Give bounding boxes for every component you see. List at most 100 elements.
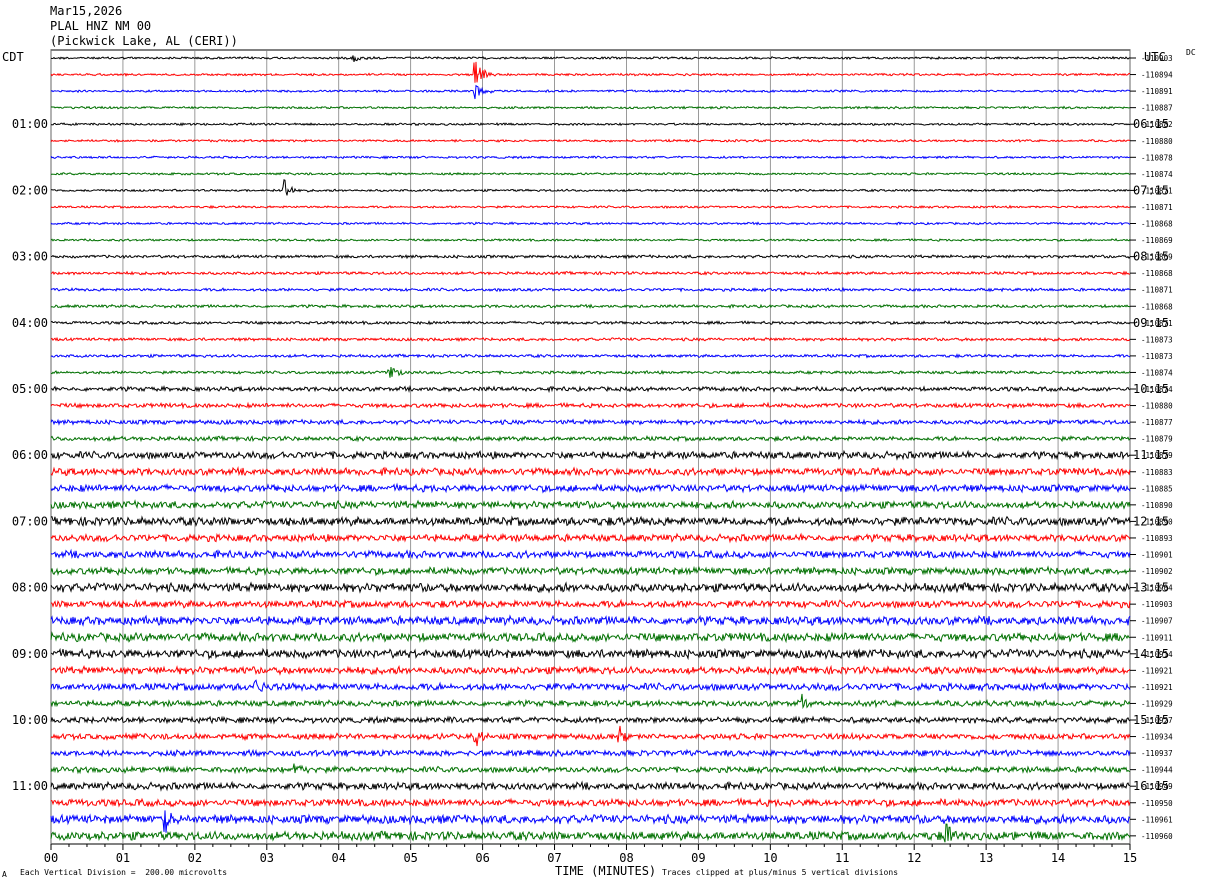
trace-offset-label: -110907 (1141, 617, 1173, 626)
seismic-trace (50, 679, 1131, 693)
seismic-trace (50, 155, 1131, 160)
trace-offset-label: -110949 (1141, 782, 1173, 791)
trace-offset-label: -110894 (1141, 71, 1173, 80)
right-hour-label: 14:15 (1133, 647, 1169, 661)
left-hour-label: 06:00 (12, 448, 48, 462)
right-hour-label: 13:15 (1133, 581, 1169, 595)
trace-offset-label: -110868 (1141, 302, 1173, 311)
corner-mark: A (2, 870, 7, 879)
right-hour-label: 07:15 (1133, 183, 1169, 197)
seismic-trace (50, 105, 1131, 110)
trace-offset-label: -110868 (1141, 220, 1173, 229)
scale-note: Each Vertical Division = 200.00 microvol… (20, 868, 228, 877)
x-tick-label: 15 (1123, 851, 1137, 865)
trace-offset-label: -110891 (1141, 87, 1173, 96)
trace-offset-label: -110893 (1141, 534, 1173, 543)
trace-offset-label: -110869 (1141, 236, 1173, 245)
seismic-trace (50, 320, 1131, 326)
seismic-trace (50, 303, 1131, 310)
seismic-trace (50, 664, 1131, 676)
trace-offset-label: -110914 (1141, 650, 1173, 659)
trace-offset-label: -110929 (1141, 699, 1173, 708)
seismic-trace (50, 797, 1131, 809)
left-hour-label: 04:00 (12, 316, 48, 330)
x-tick-label: 13 (979, 851, 993, 865)
trace-offset-label: -110874 (1141, 385, 1173, 394)
left-hour-label: 10:00 (12, 713, 48, 727)
seismic-trace (50, 286, 1131, 293)
left-hour-label: 11:00 (12, 779, 48, 793)
trace-offset-label: -110883 (1141, 468, 1173, 477)
seismic-trace (50, 715, 1131, 725)
left-hour-label: 05:00 (12, 382, 48, 396)
seismic-trace (50, 204, 1131, 210)
trace-offset-label: -110873 (1141, 335, 1173, 344)
trace-offset-label: -110927 (1141, 716, 1173, 725)
trace-offset-label: -110871 (1141, 186, 1173, 195)
seismic-trace (50, 693, 1131, 710)
x-tick-label: 12 (907, 851, 921, 865)
trace-offset-label: -110871 (1141, 203, 1173, 212)
x-tick-label: 07 (547, 851, 561, 865)
seismic-trace (50, 221, 1131, 226)
seismic-trace (50, 61, 1131, 83)
x-tick-label: 00 (44, 851, 58, 865)
seismic-trace (50, 515, 1131, 528)
seismic-trace (50, 367, 1131, 378)
right-hour-label: 15:15 (1133, 713, 1169, 727)
trace-offset-label: -110874 (1141, 170, 1173, 179)
trace-offset-label: -110887 (1141, 104, 1173, 113)
seismic-trace (50, 401, 1131, 410)
trace-offset-label: -110879 (1141, 451, 1173, 460)
x-tick-label: 02 (188, 851, 202, 865)
seismic-trace (50, 499, 1131, 511)
left-hour-label: 07:00 (12, 514, 48, 528)
x-tick-label: 03 (260, 851, 274, 865)
x-tick-label: 10 (763, 851, 777, 865)
left-hour-label: 03:00 (12, 250, 48, 264)
seismic-trace (50, 270, 1131, 276)
trace-offset-label: -110890 (1141, 517, 1173, 526)
trace-offset-label: -110885 (1141, 484, 1173, 493)
header-location: (Pickwick Lake, AL (CERI)) (50, 34, 238, 48)
x-tick-label: 05 (403, 851, 417, 865)
seismic-trace (50, 598, 1131, 610)
trace-offset-label: -110877 (1141, 418, 1173, 427)
trace-offset-label: -110921 (1141, 683, 1173, 692)
x-axis-title: TIME (MINUTES) (555, 864, 657, 878)
x-tick-label: 08 (619, 851, 633, 865)
seismic-trace (50, 581, 1131, 594)
seismic-trace (50, 465, 1131, 477)
seismic-trace (50, 84, 1131, 100)
seismic-trace (50, 532, 1131, 544)
trace-offset-label: -110878 (1141, 153, 1173, 162)
trace-offset-label: -110902 (1141, 567, 1173, 576)
x-tick-label: 11 (835, 851, 849, 865)
x-tick-label: 04 (332, 851, 346, 865)
seismic-trace (50, 647, 1131, 661)
clip-note: Traces clipped at plus/minus 5 vertical … (662, 868, 899, 877)
trace-offset-label: -110873 (1141, 352, 1173, 361)
left-timezone-label: CDT (2, 50, 24, 64)
seismic-trace (50, 384, 1131, 394)
seismic-trace (50, 780, 1130, 792)
trace-offset-label: -110961 (1141, 815, 1173, 824)
left-hour-label: 01:00 (12, 117, 48, 131)
trace-offset-label: -110921 (1141, 666, 1173, 675)
left-hour-label: 08:00 (12, 581, 48, 595)
trace-offset-label: -110937 (1141, 749, 1173, 758)
seismic-trace (50, 565, 1131, 577)
trace-offset-label: -110868 (1141, 269, 1173, 278)
trace-offset-label: -110874 (1141, 368, 1173, 377)
trace-offset-label: -110911 (1141, 633, 1173, 642)
trace-offset-label: -110869 (1141, 253, 1173, 262)
trace-offset-label: -110904 (1141, 584, 1173, 593)
plot-frame (50, 49, 1131, 845)
header-date: Mar15,2026 (50, 4, 123, 18)
right-hour-label: 16:15 (1133, 779, 1169, 793)
trace-offset-label: -110871 (1141, 319, 1173, 328)
seismic-trace (50, 823, 1131, 843)
x-tick-label: 01 (116, 851, 130, 865)
seismic-trace (50, 254, 1131, 260)
